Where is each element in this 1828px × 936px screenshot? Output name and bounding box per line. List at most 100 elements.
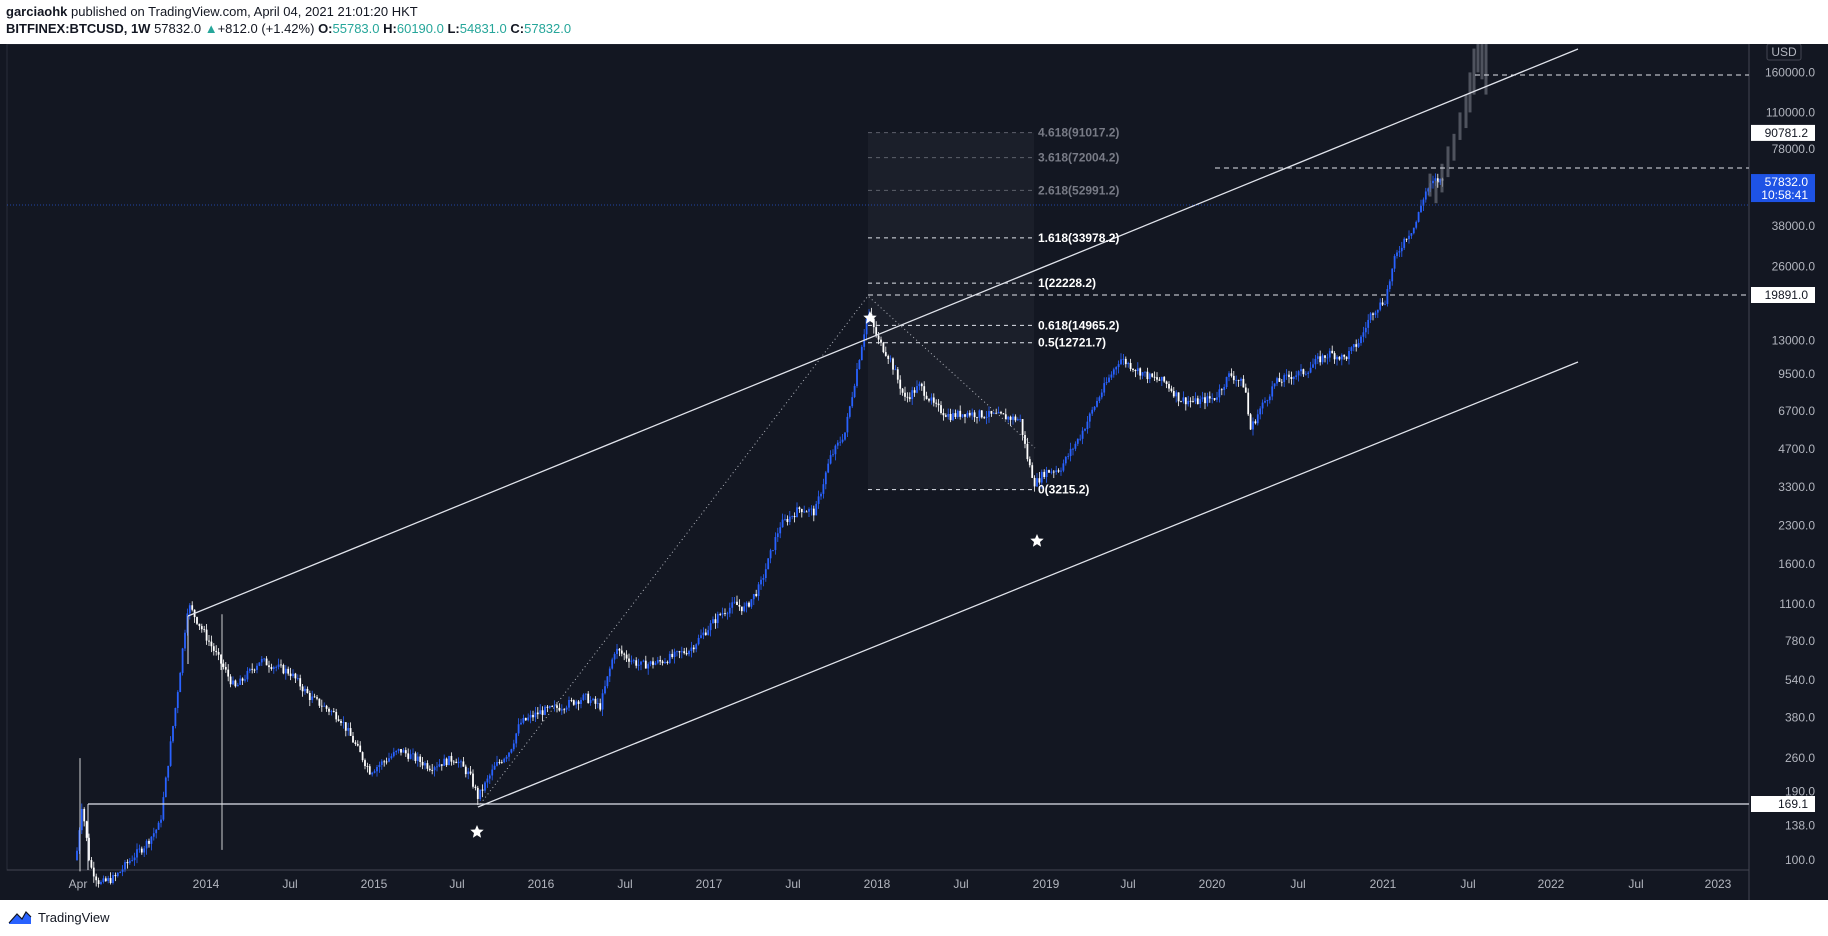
bar-countdown: 10:58:41 bbox=[1761, 188, 1808, 202]
candle-274 bbox=[733, 596, 736, 604]
price-tag-1 bbox=[1751, 124, 1815, 141]
candle-289 bbox=[769, 548, 772, 564]
candle-481 bbox=[1230, 368, 1233, 378]
candle-381 bbox=[990, 410, 993, 417]
candle-240 bbox=[652, 657, 654, 669]
candle-167 bbox=[476, 785, 479, 806]
candle-180 bbox=[508, 751, 510, 762]
candles-layer bbox=[76, 44, 1488, 888]
candle-388 bbox=[1007, 415, 1010, 423]
price-chart[interactable]: 4.618(91017.2) 3.618(72004.2) 2.618(52991.… bbox=[0, 44, 1828, 900]
candle-475 bbox=[1216, 391, 1218, 403]
candle-71 bbox=[246, 667, 249, 682]
candle-160 bbox=[460, 759, 462, 768]
price-axis[interactable]: 160000.0 110000.0 78000.0 38000.0 26000.0 130… bbox=[1765, 65, 1815, 867]
candle-82 bbox=[272, 665, 275, 674]
candle-509 bbox=[1297, 370, 1300, 382]
candle-4 bbox=[85, 820, 88, 842]
candle-39 bbox=[169, 736, 172, 767]
candle-450 bbox=[1156, 372, 1158, 383]
candle-458 bbox=[1175, 390, 1178, 403]
candle-176 bbox=[498, 759, 501, 765]
candle-563 bbox=[1427, 187, 1430, 196]
candle-89 bbox=[289, 667, 292, 681]
candle-123 bbox=[371, 771, 374, 777]
symbol-label[interactable]: BITFINEX:BTCUSD, 1W bbox=[6, 21, 151, 36]
candle-193 bbox=[539, 704, 542, 715]
candle-554 bbox=[1405, 238, 1408, 243]
candle-51 bbox=[198, 623, 201, 631]
time-axis[interactable]: Apr 2014 Jul 2015 Jul 2016 Jul 2017 Jul 2018 Jul 20… bbox=[69, 877, 1732, 891]
candle-426 bbox=[1098, 395, 1101, 404]
channel-lower-line[interactable] bbox=[477, 361, 1579, 808]
candle-319 bbox=[841, 434, 844, 444]
candle-209 bbox=[577, 700, 580, 711]
up-arrow-icon: ▲ bbox=[204, 21, 218, 36]
price-tick-3: 160000.0 bbox=[1765, 65, 1815, 79]
candle-422 bbox=[1088, 412, 1091, 429]
candle-50 bbox=[196, 616, 198, 625]
candle-303 bbox=[803, 505, 806, 514]
candle-110 bbox=[340, 718, 342, 726]
candle-511 bbox=[1302, 368, 1305, 377]
candle-290 bbox=[772, 549, 774, 552]
candle-55 bbox=[208, 634, 210, 647]
fib-label-4: 1(22228.2) bbox=[1038, 276, 1096, 290]
candle-489 bbox=[1249, 413, 1252, 430]
candle-425 bbox=[1096, 397, 1098, 408]
candle-257 bbox=[692, 644, 695, 653]
candle-19 bbox=[121, 865, 124, 877]
candle-530 bbox=[1348, 347, 1350, 365]
candle-119 bbox=[361, 751, 364, 763]
candle-143 bbox=[419, 754, 422, 768]
star-icon[interactable] bbox=[1030, 534, 1044, 547]
candle-385 bbox=[1000, 410, 1002, 415]
candle-12 bbox=[104, 876, 107, 882]
candle-297 bbox=[788, 510, 791, 526]
candle-442 bbox=[1136, 362, 1139, 375]
candle-373 bbox=[971, 408, 974, 420]
last-price: 57832.0 bbox=[154, 21, 202, 36]
candle-528 bbox=[1343, 354, 1346, 360]
candle-204 bbox=[565, 705, 568, 713]
candle-350 bbox=[916, 380, 918, 394]
candle-169 bbox=[481, 784, 484, 798]
candle-159 bbox=[457, 757, 460, 768]
candle-398 bbox=[1031, 462, 1034, 479]
price-tick-11: 4700.0 bbox=[1778, 442, 1815, 456]
candle-408 bbox=[1055, 465, 1058, 475]
candle-474 bbox=[1213, 398, 1216, 401]
author-name[interactable]: garciaohk bbox=[6, 4, 68, 19]
candle-556 bbox=[1410, 232, 1413, 239]
candle-63 bbox=[227, 664, 230, 682]
candle-161 bbox=[462, 757, 465, 767]
currency-badge[interactable] bbox=[1766, 44, 1802, 61]
footer-brand[interactable]: TradingView bbox=[8, 909, 110, 925]
candle-186 bbox=[522, 714, 525, 725]
time-tick-5: 2016 bbox=[528, 877, 555, 891]
candle-272 bbox=[728, 602, 731, 618]
fib-label-5: 0.618(14965.2) bbox=[1038, 318, 1119, 332]
candle-210 bbox=[580, 697, 582, 709]
candle-112 bbox=[344, 722, 347, 737]
candle-54 bbox=[205, 623, 208, 645]
candle-518 bbox=[1319, 350, 1322, 366]
candle-93 bbox=[299, 674, 302, 691]
candle-500 bbox=[1276, 376, 1278, 387]
candle-478 bbox=[1223, 384, 1226, 396]
candle-70 bbox=[244, 674, 246, 683]
candle-206 bbox=[570, 697, 573, 703]
candle-410 bbox=[1060, 467, 1062, 476]
low-value: 54831.0 bbox=[459, 21, 507, 36]
candle-523 bbox=[1331, 345, 1334, 354]
candle-372 bbox=[968, 410, 971, 418]
star-icon[interactable] bbox=[470, 825, 484, 838]
candle-64 bbox=[229, 674, 232, 688]
star-icon[interactable] bbox=[863, 311, 877, 324]
candle-108 bbox=[335, 708, 338, 723]
channel-upper-line[interactable] bbox=[187, 48, 1579, 617]
candle-535 bbox=[1360, 335, 1362, 346]
candle-185 bbox=[520, 718, 522, 726]
candle-2 bbox=[80, 803, 83, 835]
candle-265 bbox=[712, 616, 714, 624]
